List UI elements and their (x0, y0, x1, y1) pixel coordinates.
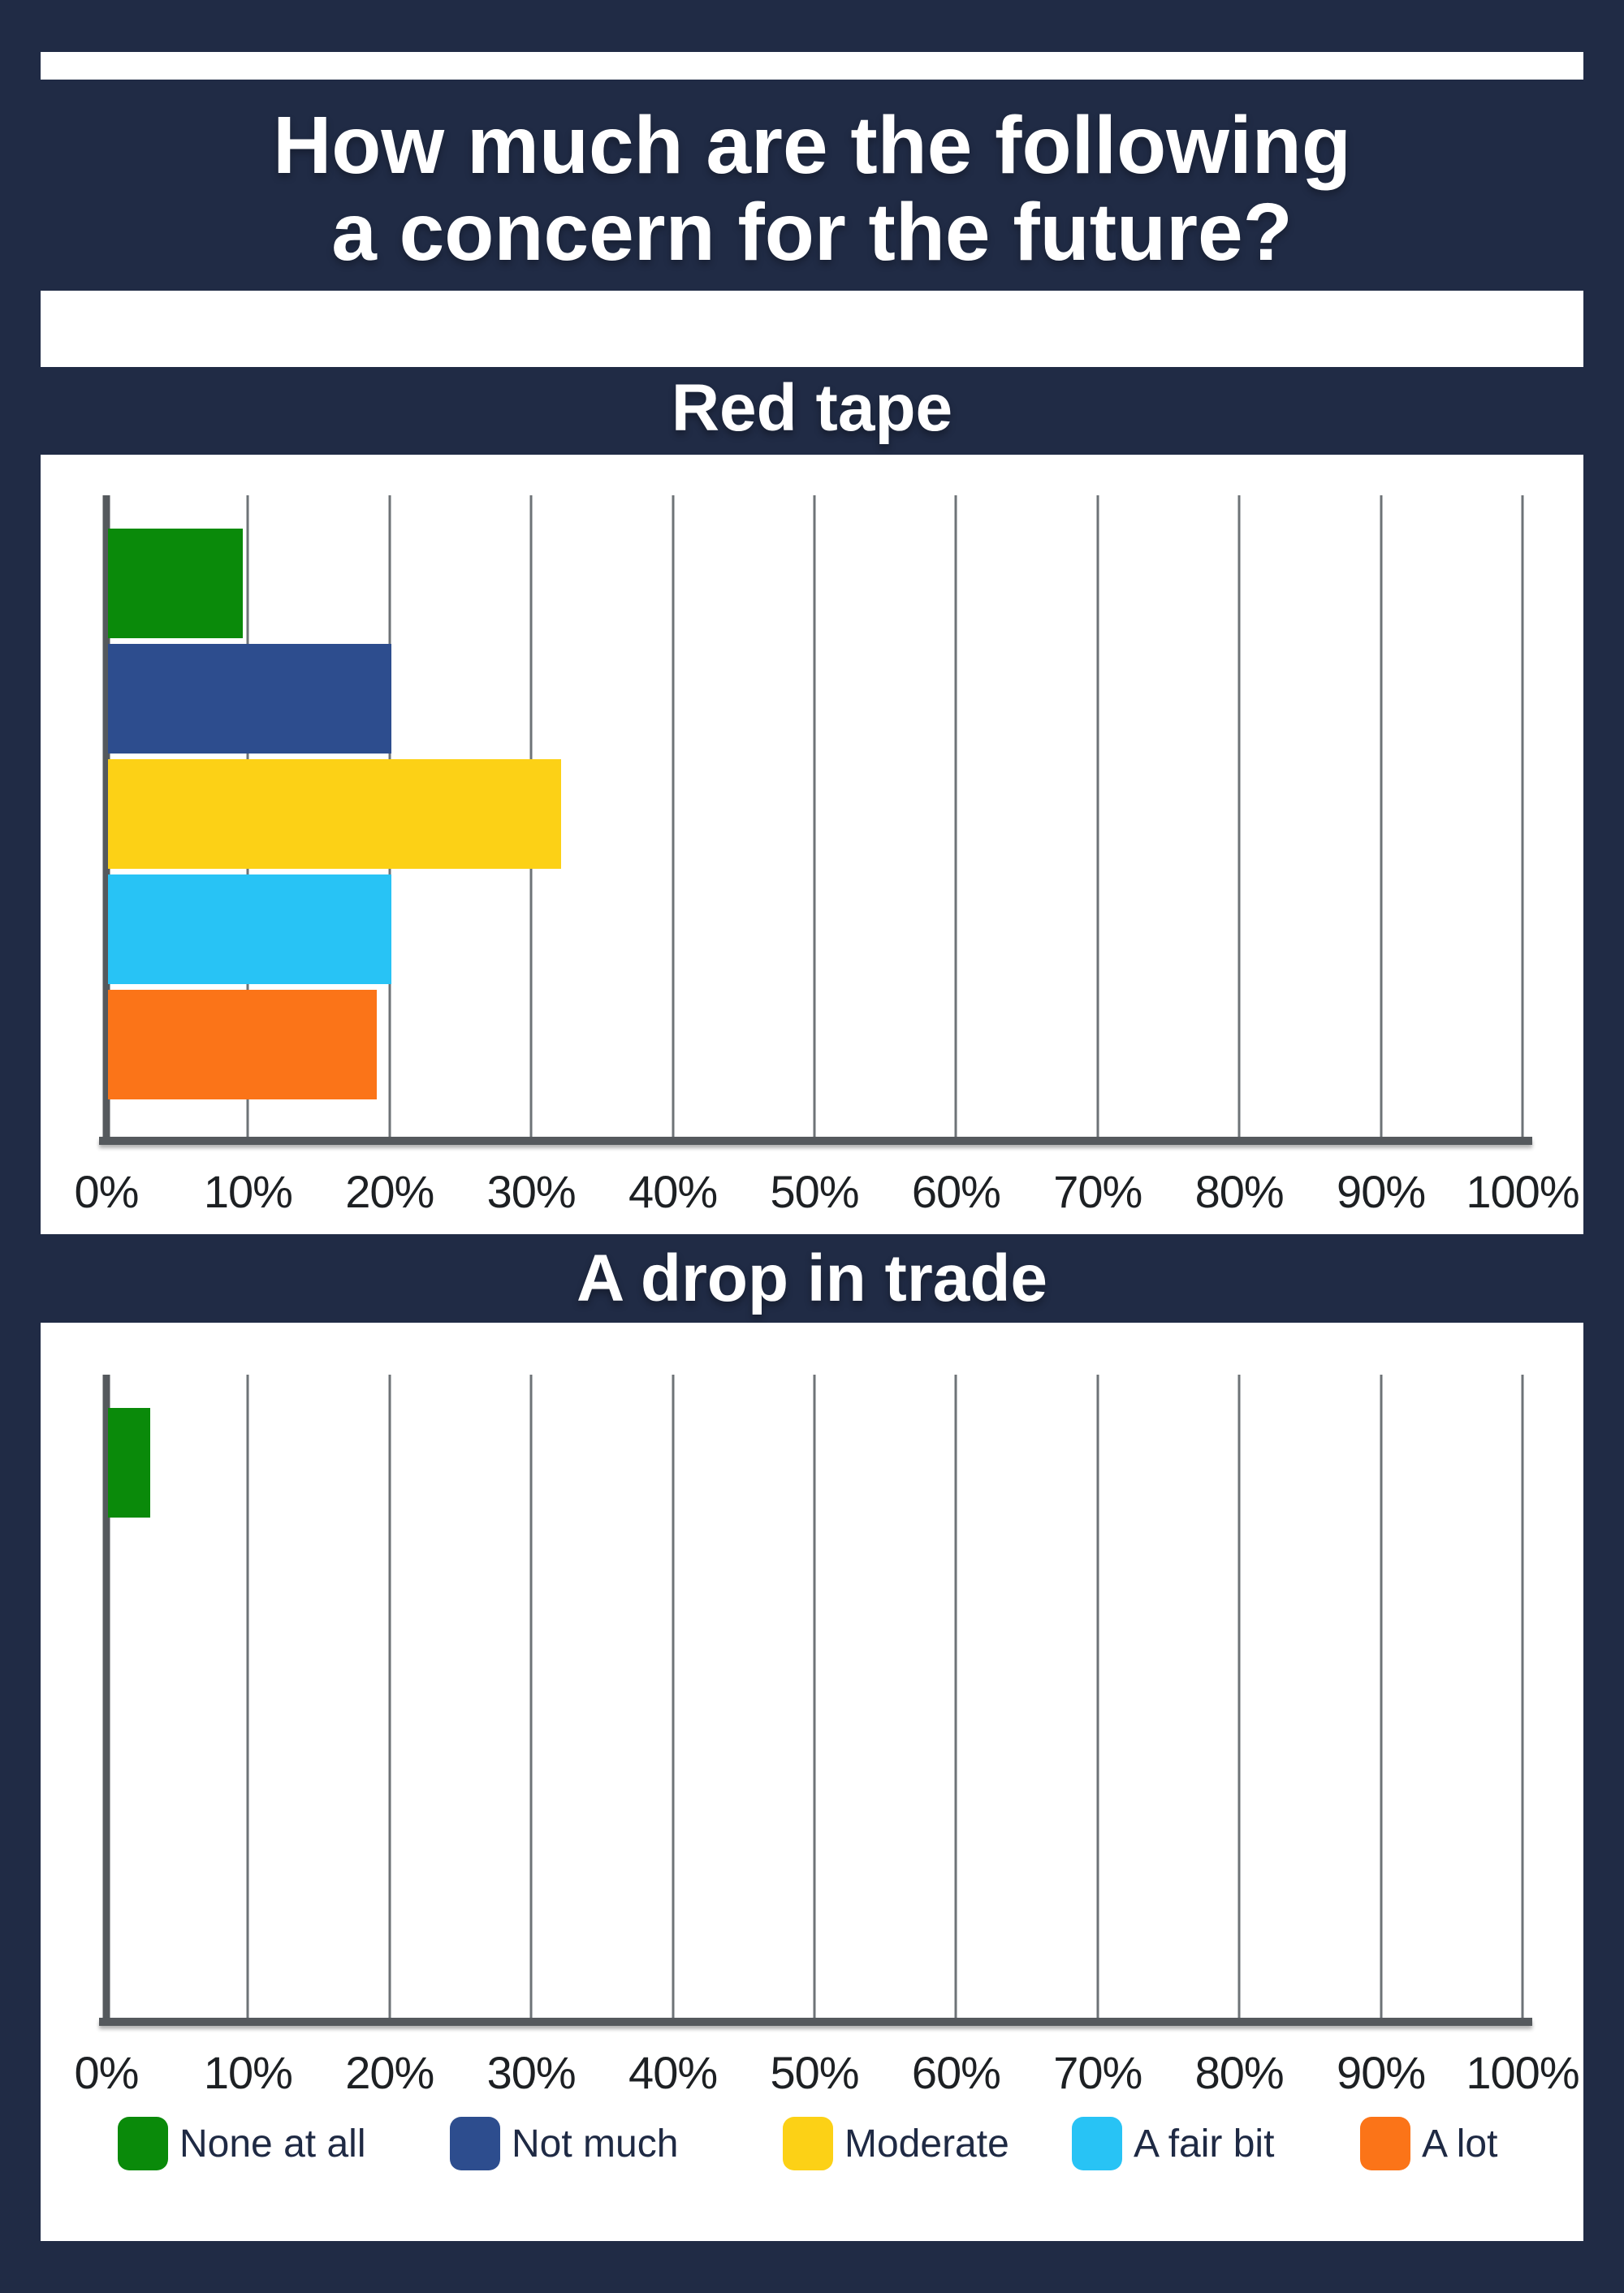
chart1-heading: Red tape (671, 371, 953, 445)
gridline-10 (246, 1375, 249, 2018)
axis-tick-label: 60% (911, 2047, 1001, 2098)
legend-label: A lot (1422, 2122, 1498, 2166)
decor-strip-under-title (41, 291, 1583, 367)
page-title-line2: a concern for the future? (331, 187, 1293, 278)
chart1-axis-ticks: 0% 10% 20% 30% 40% 50% 60% 70% 80% 90% 100% (75, 1165, 1580, 1222)
legend-swatch-a-fair-bit (1072, 2117, 1122, 2170)
legend-swatch-a-lot (1360, 2117, 1410, 2170)
x-axis-line (99, 2018, 1532, 2026)
bar-a-lot (108, 990, 378, 1099)
bar-moderate (108, 759, 562, 869)
gridline-90 (1380, 1375, 1383, 2018)
axis-tick-label: 60% (911, 1166, 1001, 1217)
chart2-panel: 0% 10% 20% 30% 40% 50% 60% 70% 80% 90% 100% None a… (41, 1323, 1583, 2241)
axis-tick-label: 0% (74, 1166, 140, 1217)
axis-tick-label: 40% (628, 2047, 718, 2098)
chart2-axis-ticks: 0% 10% 20% 30% 40% 50% 60% 70% 80% 90% 100% (75, 2046, 1580, 2103)
chart2-plot (99, 1375, 1532, 2026)
legend: None at all Not much Moderate A fair bit A l… (41, 2117, 1583, 2206)
axis-tick-label: 10% (203, 1166, 293, 1217)
bar-none-at-all (108, 529, 243, 638)
gridline-60 (954, 495, 957, 1137)
gridline-60 (954, 1375, 957, 2018)
axis-tick-label: 90% (1337, 2047, 1426, 2098)
gridline-100 (1521, 1375, 1524, 2018)
axis-tick-label: 80% (1194, 2047, 1285, 2098)
axis-tick-label: 100% (1466, 2047, 1579, 2098)
page-title: How much are the following a concern for… (0, 102, 1624, 276)
gridline-50 (813, 1375, 816, 2018)
bar-a-fair-bit (108, 874, 391, 984)
axis-tick-label: 90% (1337, 1166, 1426, 1217)
gridline-20 (388, 1375, 391, 2018)
axis-tick-label: 50% (770, 2047, 859, 2098)
legend-label: Not much (512, 2122, 679, 2166)
legend-item-not-much: Not much (450, 2117, 678, 2170)
axis-tick-label: 20% (345, 2047, 434, 2098)
gridline-90 (1380, 495, 1383, 1137)
gridline-30 (529, 1375, 533, 2018)
gridline-40 (672, 495, 675, 1137)
gridline-80 (1237, 1375, 1241, 2018)
chart1-plot (99, 495, 1532, 1145)
axis-tick-label: 70% (1053, 1166, 1142, 1217)
x-axis-line (99, 1137, 1532, 1145)
axis-tick-label: 30% (486, 1166, 577, 1217)
legend-swatch-not-much (450, 2117, 500, 2170)
legend-item-none-at-all: None at all (118, 2117, 365, 2170)
axis-tick-label: 70% (1053, 2047, 1142, 2098)
legend-label: A fair bit (1134, 2122, 1275, 2166)
legend-swatch-none-at-all (118, 2117, 168, 2170)
bar-none-at-all (108, 1408, 151, 1518)
gridline-70 (1096, 495, 1099, 1137)
chart1-panel: 0% 10% 20% 30% 40% 50% 60% 70% 80% 90% 100% (41, 455, 1583, 1234)
gridline-70 (1096, 1375, 1099, 2018)
legend-item-moderate: Moderate (783, 2117, 1009, 2170)
axis-tick-label: 30% (486, 2047, 577, 2098)
legend-item-a-fair-bit: A fair bit (1072, 2117, 1274, 2170)
gridline-100 (1521, 495, 1524, 1137)
axis-tick-label: 80% (1194, 1166, 1285, 1217)
axis-tick-label: 0% (74, 2047, 140, 2098)
y-axis-line (102, 495, 110, 1145)
chart2-heading: A drop in trade (576, 1242, 1048, 1315)
legend-label: None at all (179, 2122, 366, 2166)
axis-tick-label: 10% (203, 2047, 293, 2098)
legend-label: Moderate (844, 2122, 1009, 2166)
bar-not-much (108, 644, 391, 754)
axis-tick-label: 40% (628, 1166, 718, 1217)
y-axis-line (102, 1375, 110, 2026)
axis-tick-label: 100% (1466, 1166, 1579, 1217)
gridline-40 (672, 1375, 675, 2018)
axis-tick-label: 20% (345, 1166, 434, 1217)
legend-swatch-moderate (783, 2117, 833, 2170)
page-title-line1: How much are the following (273, 100, 1351, 191)
decor-strip-top (41, 52, 1583, 80)
axis-tick-label: 50% (770, 1166, 859, 1217)
gridline-80 (1237, 495, 1241, 1137)
legend-item-a-lot: A lot (1360, 2117, 1497, 2170)
gridline-50 (813, 495, 816, 1137)
